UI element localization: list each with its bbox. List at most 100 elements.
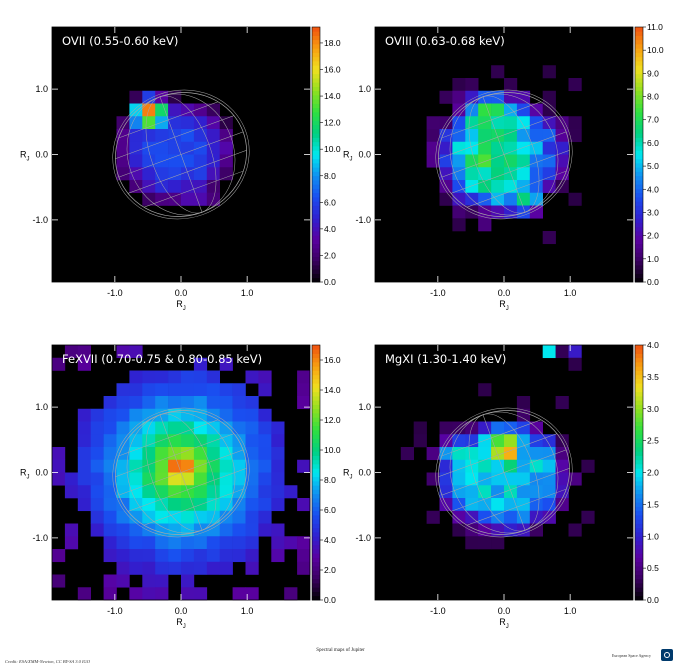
- colorbar-segment: [312, 476, 320, 482]
- heatmap-cell: [181, 510, 195, 524]
- heatmap-cell: [529, 129, 543, 143]
- colorbar-segment: [312, 587, 320, 592]
- heatmap-cell: [155, 523, 169, 537]
- colorbar-segment: [635, 400, 643, 405]
- colorbar-tick-label: 4.0: [324, 535, 336, 545]
- y-axis-label: RJ: [20, 468, 30, 481]
- heatmap-cell: [77, 498, 91, 512]
- heatmap-cell: [193, 472, 208, 486]
- heatmap-cell: [155, 383, 169, 397]
- heatmap-cell: [116, 523, 130, 537]
- heatmap-cell: [129, 129, 143, 143]
- heatmap-cell: [478, 129, 492, 143]
- x-tick-label: 0.0: [175, 606, 188, 616]
- heatmap-cell: [219, 383, 233, 397]
- heatmap-cell: [542, 459, 556, 473]
- heatmap-cell: [491, 141, 505, 155]
- heatmap-cell: [232, 472, 246, 486]
- y-tick-label: 0.0: [35, 468, 48, 478]
- heatmap-cell: [258, 472, 272, 486]
- heatmap-cell: [103, 421, 117, 435]
- heatmap-cell: [129, 434, 143, 448]
- heatmap-cell: [491, 421, 505, 435]
- colorbar-segment: [312, 35, 320, 41]
- heatmap-cell: [452, 154, 466, 168]
- heatmap-cell: [206, 434, 220, 448]
- heatmap-cell: [193, 485, 208, 499]
- colorbar-segment: [312, 273, 320, 279]
- colorbar-segment: [635, 248, 643, 253]
- colorbar-segment: [312, 214, 320, 219]
- heatmap-cell: [129, 383, 143, 397]
- heatmap-cell: [129, 459, 143, 473]
- jupiter-disk-outline: [112, 89, 250, 220]
- heatmap-cell: [439, 421, 453, 435]
- heatmap-cell: [245, 396, 259, 410]
- heatmap-cell: [491, 485, 505, 499]
- heatmap-cell: [568, 192, 582, 206]
- heatmap-cell: [297, 498, 311, 512]
- colorbar-segment: [635, 413, 643, 418]
- heatmap-cell: [142, 129, 156, 143]
- colorbar: 0.0 2.0 4.0 6.0 8.0 10.0 12.0 14.0 16.0: [311, 344, 341, 605]
- heatmap-cell: [155, 561, 169, 575]
- heatmap-cell: [478, 498, 492, 512]
- heatmap-cell: [542, 180, 556, 194]
- heatmap-cell: [439, 129, 453, 143]
- colorbar-segment: [312, 413, 320, 418]
- heatmap-cell: [529, 167, 543, 181]
- heatmap-cell: [504, 141, 518, 155]
- heatmap-cell: [142, 434, 156, 448]
- colorbar-segment: [312, 116, 320, 121]
- colorbar-segment: [312, 595, 320, 601]
- heatmap-cell: [90, 498, 104, 512]
- colorbar-segment: [635, 370, 643, 376]
- colorbar-segment: [312, 421, 320, 427]
- colorbar-segment: [635, 587, 643, 592]
- heatmap-cell: [542, 90, 556, 104]
- heatmap-cell: [116, 345, 130, 359]
- heatmap-cell: [103, 408, 117, 422]
- colorbar-segment: [635, 566, 643, 571]
- heatmap-cell: [64, 345, 79, 359]
- colorbar-segment: [312, 366, 320, 371]
- colorbar-segment: [312, 349, 320, 354]
- heatmap-cell: [219, 129, 233, 143]
- heatmap-cell: [232, 510, 246, 524]
- x-tick-label: 1.0: [564, 606, 577, 616]
- heatmap-cell: [465, 459, 479, 473]
- colorbar-segment: [312, 248, 320, 253]
- heatmap-cell: [478, 218, 492, 232]
- heatmap-cell: [478, 167, 492, 181]
- heatmap-cell: [90, 421, 104, 435]
- colorbar-segment: [635, 171, 643, 177]
- colorbar-segment: [635, 408, 643, 414]
- heatmap-cell: [504, 192, 518, 206]
- heatmap-cell: [193, 587, 208, 601]
- x-axis-label: RJ: [499, 299, 509, 312]
- heatmap-cell: [491, 434, 505, 448]
- colorbar-segment: [635, 379, 643, 384]
- heatmap-cell: [504, 434, 518, 448]
- heatmap-cell: [491, 510, 505, 524]
- colorbar-tick-label: 6.0: [647, 138, 659, 148]
- colorbar-segment: [635, 523, 643, 529]
- central-meridian: [482, 96, 526, 213]
- heatmap-cell: [284, 587, 298, 601]
- colorbar-segment: [635, 345, 643, 350]
- colorbar-segment: [312, 239, 320, 245]
- heatmap-cell: [129, 523, 143, 537]
- colorbar-segment: [635, 374, 643, 380]
- heatmap-cell: [516, 90, 531, 104]
- heatmap-cell: [168, 536, 182, 550]
- heatmap-cell: [77, 459, 91, 473]
- colorbar-tick-label: 14.0: [324, 91, 341, 101]
- colorbar-segment: [635, 86, 643, 92]
- colorbar-segment: [635, 141, 643, 147]
- heatmap-cell: [155, 129, 169, 143]
- heatmap-cell: [271, 523, 285, 537]
- colorbar-segment: [312, 570, 320, 575]
- heatmap-cell: [491, 65, 505, 79]
- heatmap-cell: [193, 192, 208, 206]
- heatmap-cell: [168, 459, 182, 473]
